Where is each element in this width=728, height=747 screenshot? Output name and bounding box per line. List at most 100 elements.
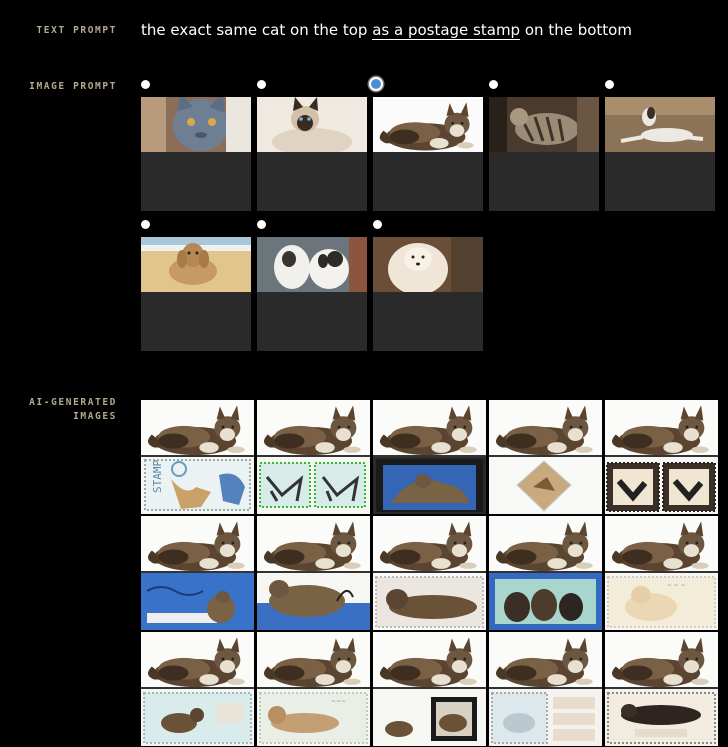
generated-image[interactable] xyxy=(373,400,486,514)
cat-photo-top xyxy=(141,516,254,571)
image-prompt-radio[interactable] xyxy=(489,80,498,89)
ai-generated-label-line2: IMAGES xyxy=(73,411,117,422)
image-prompt-radio[interactable] xyxy=(257,80,266,89)
cat-photo-top xyxy=(489,400,602,455)
text-stamp: STAMP xyxy=(141,457,254,514)
cat-photo-top xyxy=(141,400,254,455)
image-prompt-option[interactable] xyxy=(141,80,251,212)
thumbnail-placeholder xyxy=(141,292,251,351)
image-prompt-radio[interactable] xyxy=(257,220,266,229)
image-prompt-option[interactable] xyxy=(373,220,483,352)
image-prompt-label: IMAGE PROMPT xyxy=(29,81,117,92)
image-prompt-radio[interactable] xyxy=(373,220,382,229)
blue-stamp xyxy=(373,457,486,514)
cat-photo-top xyxy=(605,516,718,571)
generated-image[interactable] xyxy=(489,516,602,630)
cat-photo-top xyxy=(605,400,718,455)
image-prompt-option[interactable] xyxy=(257,80,367,212)
generated-image[interactable] xyxy=(489,632,602,746)
image-prompt-radio[interactable] xyxy=(141,220,150,229)
long-cat-stamp xyxy=(373,573,486,630)
image-divider xyxy=(257,455,370,457)
dog-on-beach-photo[interactable] xyxy=(141,237,251,292)
image-divider xyxy=(489,687,602,689)
generated-image[interactable]: STAMP xyxy=(141,400,254,514)
dark-pair-stamp xyxy=(605,457,718,514)
siamese-cat-photo[interactable] xyxy=(257,97,367,152)
maine-coon-cat-photo[interactable] xyxy=(373,97,483,152)
svg-text:STAMP: STAMP xyxy=(151,460,164,493)
generated-image[interactable] xyxy=(257,516,370,630)
cat-photo-top xyxy=(489,516,602,571)
tabby-cat-photo[interactable] xyxy=(489,97,599,152)
cream-cat-stamp: ~ ~ ~ xyxy=(605,573,718,630)
image-divider xyxy=(605,687,718,689)
generated-image[interactable] xyxy=(373,632,486,746)
prompt-variable-dropdown[interactable]: as a postage stamp xyxy=(372,21,521,40)
thumbnail-placeholder xyxy=(257,152,367,211)
image-prompt-radio[interactable] xyxy=(605,80,614,89)
image-divider xyxy=(605,455,718,457)
dog-on-floor-photo[interactable] xyxy=(605,97,715,152)
image-divider xyxy=(141,687,254,689)
cat-on-blue-stamp xyxy=(257,573,370,630)
pair-stamp xyxy=(257,457,370,514)
cat-photo-top xyxy=(489,632,602,687)
generated-image[interactable] xyxy=(605,632,718,746)
prompt-prefix: the exact same cat on the top xyxy=(141,21,373,39)
generated-image[interactable] xyxy=(141,632,254,746)
thumbnail-placeholder xyxy=(373,152,483,211)
fluffy-dog-photo[interactable] xyxy=(373,237,483,292)
generated-image[interactable] xyxy=(605,400,718,514)
image-divider xyxy=(141,571,254,573)
cat-photo-top xyxy=(257,516,370,571)
small-cat-stamp xyxy=(141,689,254,746)
thumbnail-placeholder xyxy=(257,292,367,351)
ai-generated-label-line1: AI-GENERATED xyxy=(29,397,117,408)
prompt-suffix: on the bottom xyxy=(520,21,632,39)
vintage-stamp xyxy=(489,689,602,746)
image-prompt-radio[interactable] xyxy=(369,77,383,91)
image-prompt-option[interactable] xyxy=(605,80,715,212)
image-prompt-option[interactable] xyxy=(141,220,251,352)
generated-image[interactable] xyxy=(373,516,486,630)
lying-cat-stamp: ~~~ xyxy=(257,689,370,746)
image-divider xyxy=(373,571,486,573)
blue-sea-stamp xyxy=(141,573,254,630)
image-prompt-option[interactable] xyxy=(489,80,599,212)
image-prompt-option[interactable] xyxy=(369,77,483,212)
blue-cat-photo[interactable] xyxy=(141,97,251,152)
cat-photo-top xyxy=(257,632,370,687)
generated-image[interactable]: ~ ~ ~ xyxy=(605,516,718,630)
generated-image[interactable] xyxy=(257,400,370,514)
thumbnail-placeholder xyxy=(373,292,483,351)
cat-photo-top xyxy=(373,400,486,455)
banner-cat-stamp xyxy=(605,689,718,746)
image-prompt-radio[interactable] xyxy=(141,80,150,89)
image-divider xyxy=(257,687,370,689)
image-divider xyxy=(605,571,718,573)
text-prompt-label: TEXT PROMPT xyxy=(36,25,117,36)
cat-photo-top xyxy=(257,400,370,455)
diamond-stamp xyxy=(489,457,602,514)
cat-photo-top xyxy=(605,632,718,687)
cat-photo-top xyxy=(373,632,486,687)
text-prompt: the exact same cat on the top as a posta… xyxy=(141,20,632,40)
image-prompt-option[interactable] xyxy=(257,220,367,352)
image-divider xyxy=(489,571,602,573)
generated-image[interactable] xyxy=(141,516,254,630)
thumbnail-placeholder xyxy=(605,152,715,211)
framed-cat-stamp xyxy=(373,689,486,746)
image-divider xyxy=(141,455,254,457)
svg-text:~~~: ~~~ xyxy=(331,698,346,705)
thumbnail-placeholder xyxy=(489,152,599,211)
generated-image[interactable] xyxy=(489,400,602,514)
image-divider xyxy=(257,571,370,573)
cat-photo-top xyxy=(141,632,254,687)
two-dogs-photo[interactable] xyxy=(257,237,367,292)
thumbnail-placeholder xyxy=(141,152,251,211)
generated-image[interactable]: ~~~ xyxy=(257,632,370,746)
cat-photo-top xyxy=(373,516,486,571)
three-cats-stamp xyxy=(489,573,602,630)
image-divider xyxy=(373,687,486,689)
